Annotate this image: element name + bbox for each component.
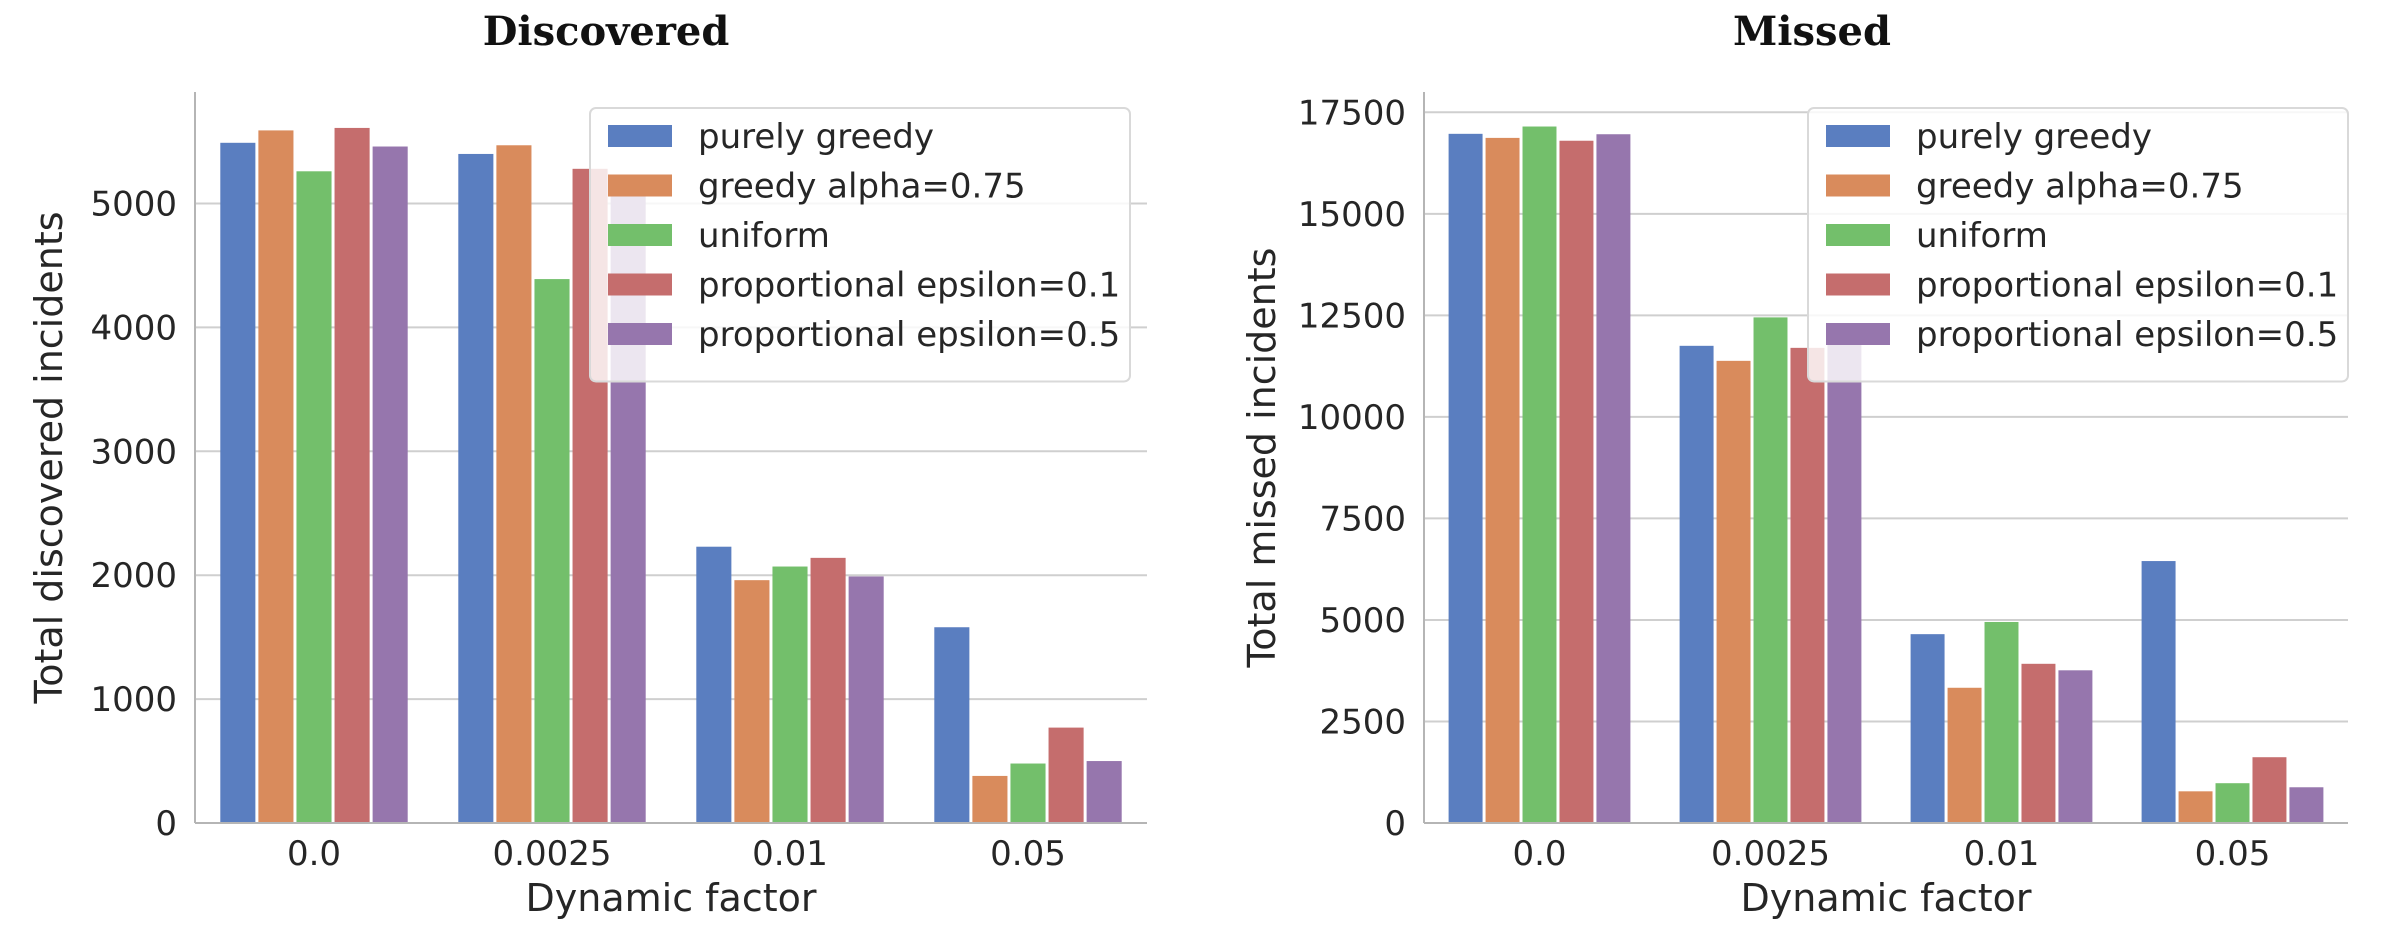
discovered-x-tick-label: 0.01 [752, 834, 828, 874]
missed-bar-greedy-alpha-0-75-0_01 [1947, 687, 1982, 823]
discovered-bar-greedy-alpha-0-75-0_05 [972, 775, 1008, 823]
missed-legend-label: uniform [1916, 216, 2048, 256]
discovered-bar-greedy-alpha-0-75-0_0025 [496, 145, 532, 824]
missed-y-tick-label: 7500 [1319, 499, 1406, 539]
discovered-bar-uniform-0_01 [772, 566, 808, 823]
discovered-legend-swatch [608, 273, 672, 296]
discovered-bar-uniform-0_05 [1010, 763, 1046, 823]
discovered-legend-label: greedy alpha=0.75 [698, 167, 1026, 207]
discovered-legend-frame [589, 107, 1131, 383]
discovered-x-tick-label: 0.0025 [493, 834, 612, 874]
missed-bar-purely-greedy-0_0025 [1679, 345, 1714, 823]
discovered-y-tick-label: 5000 [90, 185, 177, 225]
missed-legend-swatch [1826, 125, 1890, 147]
discovered-legend-swatch [608, 224, 672, 246]
discovered-legend-label: proportional epsilon=0.1 [698, 266, 1120, 306]
discovered-legend-swatch [608, 174, 672, 197]
discovered-bar-greedy-alpha-0-75-0_0 [258, 130, 294, 824]
discovered-y-tick-label: 1000 [90, 680, 177, 720]
discovered-chart-panel: Discovered 0 1000 2000 3000 4000 5000 0.0 0.0025… [27, 8, 1147, 920]
missed-bar-proportional-epsilon-0-5-0_05 [2289, 787, 2324, 823]
missed-legend-swatch [1826, 323, 1890, 345]
discovered-chart-title: Discovered [483, 8, 730, 55]
missed-bar-proportional-epsilon-0-5-0_0 [1596, 134, 1631, 824]
missed-chart-panel: Missed 0 2500 5000 7500 10000 12500 15000 17500 0… [1240, 8, 2349, 920]
missed-y-axis-label: Total missed incidents [1240, 248, 1284, 669]
missed-legend: purely greedy greedy alpha=0.75 uniform pro… [1807, 107, 2349, 383]
discovered-legend-label: purely greedy [698, 117, 934, 157]
discovered-bar-proportional-epsilon-0-1-0_05 [1048, 727, 1084, 823]
discovered-y-tick-label: 2000 [90, 556, 177, 596]
discovered-legend-swatch [608, 125, 672, 147]
discovered-bar-proportional-epsilon-0-1-0_0 [334, 127, 370, 823]
missed-y-tick-label: 10000 [1298, 398, 1406, 438]
missed-y-tick-label: 2500 [1319, 702, 1406, 742]
discovered-legend: purely greedy greedy alpha=0.75 uniform pro… [589, 107, 1131, 383]
discovered-bar-uniform-0_0 [296, 171, 332, 823]
missed-y-tick-label: 15000 [1298, 195, 1406, 235]
discovered-legend-swatch [608, 323, 672, 345]
discovered-y-axis-label: Total discovered incidents [27, 211, 71, 704]
discovered-bar-proportional-epsilon-0-5-0_01 [848, 576, 884, 823]
missed-bar-proportional-epsilon-0-1-0_0025 [1790, 347, 1825, 823]
discovered-x-tick-label: 0.05 [990, 834, 1066, 874]
missed-legend-swatch [1826, 224, 1890, 246]
missed-y-tick-label: 0 [1384, 804, 1406, 844]
missed-x-tick-label: 0.01 [1964, 834, 2040, 874]
missed-legend-label: purely greedy [1916, 117, 2152, 157]
missed-y-tick-label: 17500 [1298, 93, 1406, 133]
missed-bar-proportional-epsilon-0-5-0_01 [2058, 670, 2093, 823]
discovered-x-tick-label: 0.0 [287, 834, 341, 874]
discovered-y-tick-label: 4000 [90, 308, 177, 348]
discovered-bar-uniform-0_0025 [534, 279, 570, 823]
missed-legend-label: greedy alpha=0.75 [1916, 167, 2244, 207]
missed-bar-greedy-alpha-0-75-0_0025 [1716, 360, 1751, 823]
missed-legend-label: proportional epsilon=0.1 [1916, 266, 2338, 306]
missed-chart-title: Missed [1733, 8, 1891, 55]
discovered-x-axis-label: Dynamic factor [526, 876, 817, 920]
discovered-bar-proportional-epsilon-0-1-0_01 [810, 557, 846, 823]
discovered-bar-greedy-alpha-0-75-0_01 [734, 580, 770, 823]
missed-legend-frame [1807, 107, 2349, 383]
discovered-bar-purely-greedy-0_01 [696, 546, 732, 823]
missed-legend-label: proportional epsilon=0.5 [1916, 315, 2338, 355]
missed-bar-greedy-alpha-0-75-0_05 [2178, 791, 2213, 823]
discovered-bar-purely-greedy-0_0 [220, 142, 256, 823]
discovered-bar-proportional-epsilon-0-5-0_05 [1086, 761, 1122, 823]
missed-legend-swatch [1826, 174, 1890, 197]
missed-bar-purely-greedy-0_0 [1448, 133, 1483, 823]
missed-bar-uniform-0_01 [1984, 621, 2019, 823]
missed-bar-purely-greedy-0_05 [2141, 561, 2176, 823]
missed-y-tick-label: 5000 [1319, 601, 1406, 641]
missed-bar-proportional-epsilon-0-1-0_05 [2252, 757, 2287, 823]
missed-bar-uniform-0_0 [1522, 126, 1557, 823]
missed-x-tick-label: 0.05 [2195, 834, 2271, 874]
missed-x-axis-label: Dynamic factor [1741, 876, 2032, 920]
discovered-y-tick-label: 3000 [90, 432, 177, 472]
discovered-bar-purely-greedy-0_05 [934, 627, 970, 823]
missed-bar-purely-greedy-0_01 [1910, 634, 1945, 823]
missed-bar-proportional-epsilon-0-1-0_0 [1559, 140, 1594, 823]
discovered-legend-label: uniform [698, 216, 830, 256]
missed-bar-uniform-0_0025 [1753, 317, 1788, 823]
missed-legend-swatch [1826, 273, 1890, 296]
discovered-bar-proportional-epsilon-0-5-0_0 [372, 146, 408, 823]
missed-x-tick-label: 0.0025 [1711, 834, 1830, 874]
missed-bar-uniform-0_05 [2215, 783, 2250, 823]
missed-bar-proportional-epsilon-0-5-0_0025 [1827, 339, 1862, 823]
discovered-bar-purely-greedy-0_0025 [458, 153, 494, 823]
missed-y-tick-label: 12500 [1298, 296, 1406, 336]
missed-bar-proportional-epsilon-0-1-0_01 [2021, 663, 2056, 823]
discovered-legend-label: proportional epsilon=0.5 [698, 315, 1120, 355]
discovered-y-tick-label: 0 [155, 804, 177, 844]
missed-bar-greedy-alpha-0-75-0_0 [1485, 137, 1520, 823]
missed-x-tick-label: 0.0 [1512, 834, 1566, 874]
